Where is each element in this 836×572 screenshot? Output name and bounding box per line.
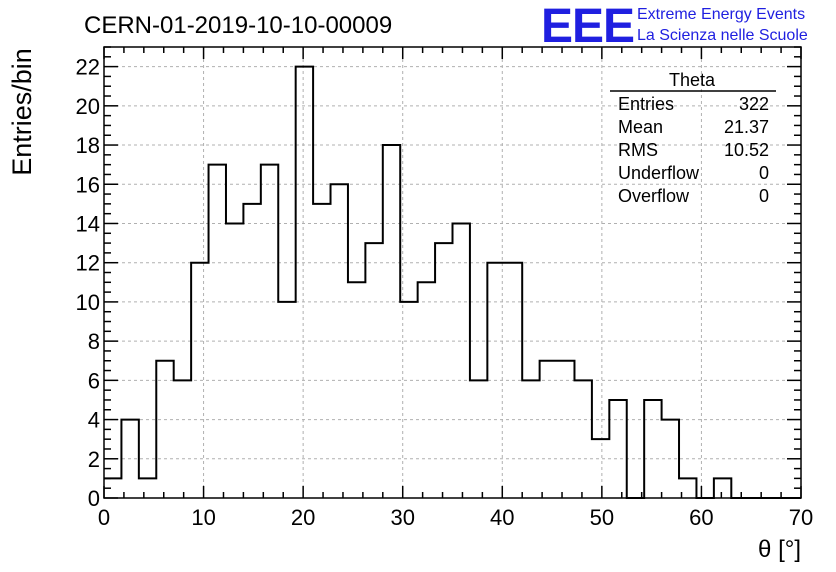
stats-row-value: 322	[739, 94, 769, 114]
eee-logo-line1: Extreme Energy Events	[637, 6, 805, 23]
histogram-bin	[383, 145, 400, 498]
y-tick-label: 20	[76, 94, 100, 119]
y-tick-label: 6	[88, 368, 100, 393]
stats-row-label: Overflow	[618, 186, 690, 206]
histogram-bin	[331, 184, 348, 498]
histogram-bin	[139, 478, 156, 498]
chart-title: CERN-01-2019-10-10-00009	[84, 12, 392, 39]
histogram-bin	[348, 282, 365, 498]
x-tick-label: 10	[191, 505, 215, 530]
histogram-bin	[400, 302, 417, 498]
stats-row-label: Mean	[618, 117, 663, 137]
y-tick-label: 22	[76, 55, 100, 80]
stats-row-value: 0	[759, 163, 769, 183]
x-tick-label: 20	[291, 505, 315, 530]
histogram-bin	[278, 302, 295, 498]
stats-row-label: Entries	[618, 94, 674, 114]
histogram-outline	[104, 65, 801, 499]
y-tick-label: 12	[76, 251, 100, 276]
histogram-bin	[121, 420, 138, 498]
x-tick-label: 70	[789, 505, 813, 530]
stats-rows: Entries 322 Mean 21.37 RMS 10.52 Underflow 0 Ove…	[618, 94, 769, 206]
histogram-bin	[505, 263, 522, 498]
histogram-bin	[453, 223, 470, 498]
histogram-bin	[435, 243, 452, 498]
histogram-bin	[662, 420, 679, 498]
eee-logo: EEE	[541, 0, 634, 53]
stats-row-value: 21.37	[724, 117, 769, 137]
y-axis-label: Entries/bin	[7, 48, 37, 176]
histogram-bin	[365, 243, 382, 498]
histogram-bin	[313, 204, 330, 498]
histogram-bin	[522, 380, 539, 498]
stats-row-label: Underflow	[618, 163, 700, 183]
histogram-bin	[540, 361, 557, 498]
histogram-bin	[644, 400, 661, 498]
y-tick-label: 0	[88, 486, 100, 511]
histogram-bin	[592, 439, 609, 498]
histogram-bars	[104, 65, 801, 499]
y-tick-label: 18	[76, 133, 100, 158]
histogram-bin	[574, 380, 591, 498]
histogram-bin	[296, 67, 313, 498]
histogram-bin	[191, 263, 208, 498]
stats-box: Theta Entries 322 Mean 21.37 RMS 10.52 Underfl…	[610, 70, 776, 206]
stats-title: Theta	[669, 70, 716, 90]
eee-logo-line2: La Scienza nelle Scuole	[637, 27, 808, 44]
stats-row-value: 10.52	[724, 140, 769, 160]
histogram-bin	[609, 400, 626, 498]
x-tick-label: 60	[689, 505, 713, 530]
x-tick-label: 40	[490, 505, 514, 530]
histogram-bin	[418, 282, 435, 498]
histogram-bin	[174, 380, 191, 498]
histogram-bin	[487, 263, 504, 498]
y-axis-ticks: 0 2 4 6 8 10 12 14 16 18 20 22	[76, 46, 801, 511]
x-tick-label: 0	[98, 505, 110, 530]
stats-row-value: 0	[759, 186, 769, 206]
stats-row-label: RMS	[618, 140, 658, 160]
x-axis-label: θ [°]	[758, 536, 801, 563]
histogram-bin	[243, 204, 260, 498]
histogram-bin	[714, 478, 731, 498]
histogram-bin	[156, 361, 173, 498]
y-tick-label: 8	[88, 329, 100, 354]
histogram-bin	[557, 361, 574, 498]
y-tick-label: 10	[76, 290, 100, 315]
histogram-bin	[209, 165, 226, 498]
x-tick-label: 30	[390, 505, 414, 530]
histogram-bin	[261, 165, 278, 498]
histogram-bin	[226, 223, 243, 498]
x-tick-label: 50	[590, 505, 614, 530]
x-axis-ticks: 0 10 20 30 40 50 60 70	[98, 47, 813, 530]
y-tick-label: 16	[76, 172, 100, 197]
y-tick-label: 14	[76, 211, 100, 236]
y-tick-label: 2	[88, 447, 100, 472]
histogram-bin	[470, 380, 487, 498]
y-tick-label: 4	[88, 408, 100, 433]
